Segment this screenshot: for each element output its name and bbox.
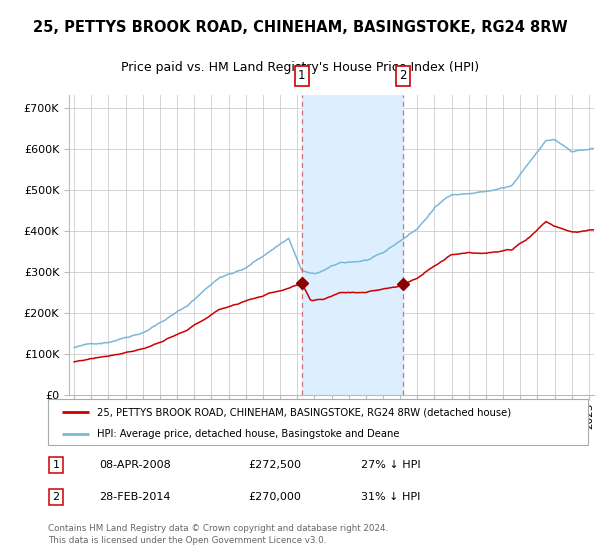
Text: Price paid vs. HM Land Registry's House Price Index (HPI): Price paid vs. HM Land Registry's House … [121,61,479,74]
Text: 1: 1 [53,460,59,470]
Text: 2: 2 [53,492,59,502]
Text: 27% ↓ HPI: 27% ↓ HPI [361,460,421,470]
Text: 28-FEB-2014: 28-FEB-2014 [100,492,171,502]
Text: HPI: Average price, detached house, Basingstoke and Deane: HPI: Average price, detached house, Basi… [97,429,399,438]
Text: £272,500: £272,500 [248,460,301,470]
FancyBboxPatch shape [48,399,588,445]
Text: 25, PETTYS BROOK ROAD, CHINEHAM, BASINGSTOKE, RG24 8RW (detached house): 25, PETTYS BROOK ROAD, CHINEHAM, BASINGS… [97,407,511,417]
Text: 1: 1 [298,69,305,82]
Text: £270,000: £270,000 [248,492,301,502]
Bar [302,95,403,395]
Text: 2: 2 [399,69,407,82]
Text: 08-APR-2008: 08-APR-2008 [100,460,171,470]
Text: Contains HM Land Registry data © Crown copyright and database right 2024.
This d: Contains HM Land Registry data © Crown c… [48,524,388,545]
Text: 25, PETTYS BROOK ROAD, CHINEHAM, BASINGSTOKE, RG24 8RW: 25, PETTYS BROOK ROAD, CHINEHAM, BASINGS… [32,20,568,35]
Text: 31% ↓ HPI: 31% ↓ HPI [361,492,421,502]
